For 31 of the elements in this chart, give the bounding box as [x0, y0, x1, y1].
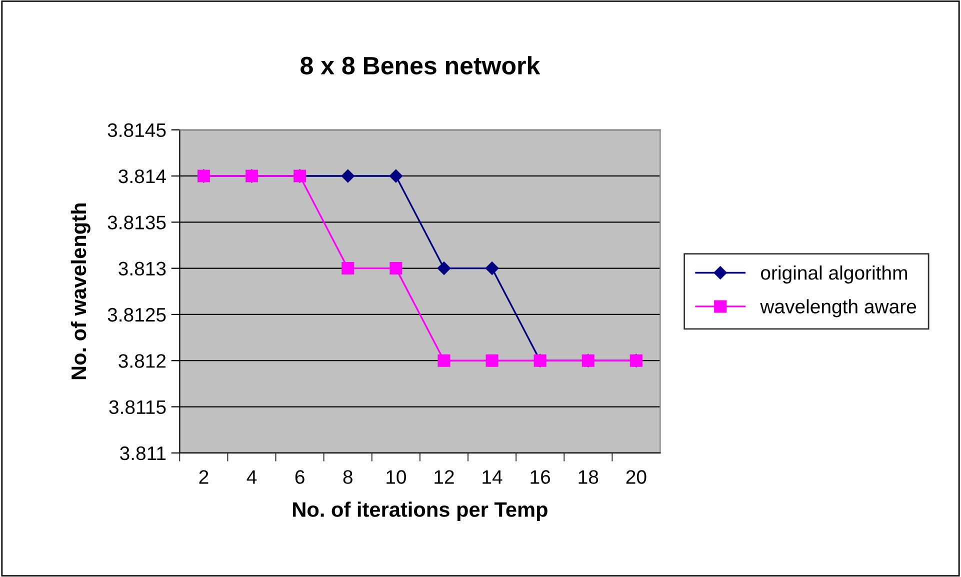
y-tick-label: 3.8125 [108, 308, 166, 322]
legend-label: original algorithm [760, 265, 907, 284]
point [437, 262, 451, 275]
x-tick-label: 8 [343, 470, 352, 484]
y-tick-label: 3.813 [118, 262, 166, 276]
legend-label: wavelength aware [760, 299, 916, 318]
point [390, 262, 402, 275]
point [485, 262, 499, 275]
point [342, 262, 354, 275]
y-tick-label: 3.811 [120, 446, 166, 460]
y-tick-label: 3.814 [118, 169, 166, 184]
point [438, 354, 450, 367]
x-tick-label: 12 [434, 470, 454, 484]
point [341, 169, 354, 183]
x-tick-label: 16 [530, 470, 550, 484]
x-axis-title: No. of iterations per Temp [293, 502, 548, 522]
x-tick-label: 20 [626, 470, 646, 484]
x-tick-label: 6 [295, 470, 304, 484]
x-tick-label: 2 [199, 470, 208, 484]
y-tick-label: 3.8135 [108, 216, 166, 230]
y-tick-label: 3.8115 [109, 400, 166, 414]
x-tick-label: 18 [578, 470, 598, 484]
x-tick-label: 14 [482, 470, 502, 484]
point [389, 169, 403, 183]
x-tick-label: 10 [386, 470, 406, 484]
y-tick-label: 3.812 [118, 354, 166, 368]
point [486, 354, 498, 367]
y-tick-label: 3.8145 [108, 123, 166, 138]
y-axis-title: No. of wavelength [70, 204, 90, 380]
x-tick-label: 4 [246, 470, 257, 484]
chart-title: 8 x 8 Benes network [300, 56, 540, 75]
